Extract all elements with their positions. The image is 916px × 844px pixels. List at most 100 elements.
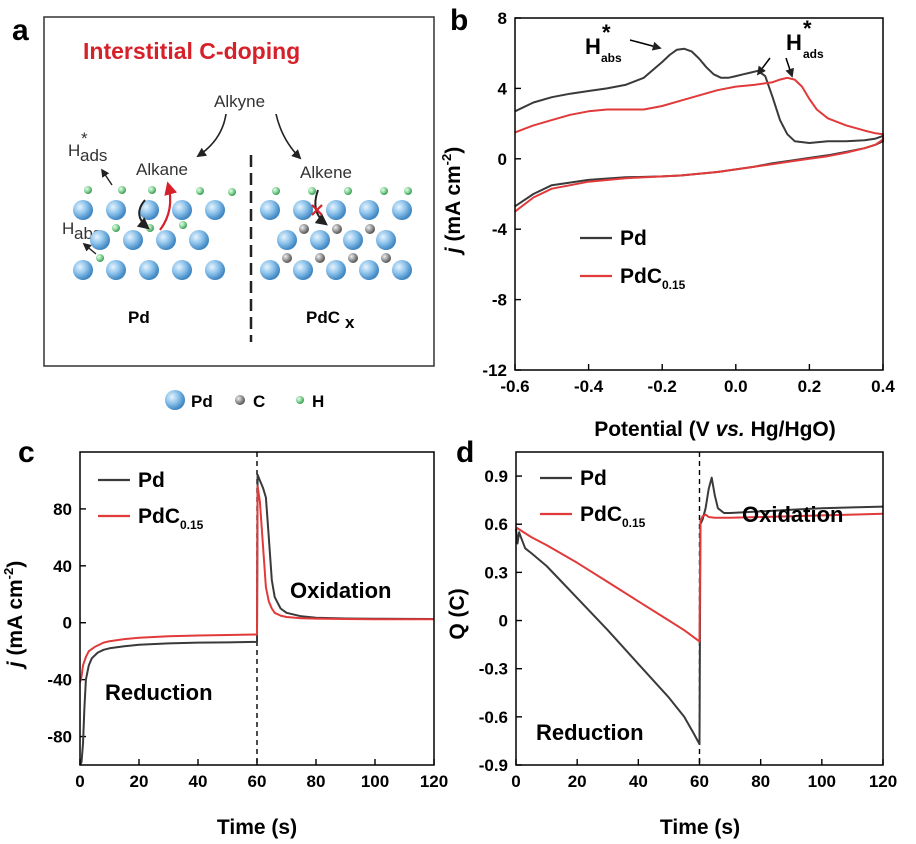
y-tick-label: 4: [498, 79, 508, 98]
h-ads-sub: ads: [80, 146, 107, 165]
x-tick-label: -0.6: [500, 377, 529, 396]
pd-atom-icon: [165, 390, 185, 410]
x-tick-label: 40: [629, 772, 648, 791]
h-atom-icon: [296, 396, 304, 404]
chart-panel-b: b -0.6 -0.4 -0.2 0.0 0.2 0.4 -12 -8 -4 0 4 8 Potent…: [439, 4, 895, 441]
y-tick-label: -8: [492, 291, 507, 310]
x-tick-label: 60: [690, 772, 709, 791]
y-tick-label: -40: [47, 671, 72, 690]
x-tick-label: -0.4: [574, 377, 604, 396]
h-atom-icon: [118, 186, 126, 194]
pd-atom-icon: [343, 230, 363, 250]
h-atom-icon: [148, 186, 156, 194]
annotation-h-abs: H * abs: [585, 20, 662, 65]
chart-c-series: [79, 473, 435, 766]
h-atom-icon: [196, 187, 204, 195]
pd-atom-icon: [123, 230, 143, 250]
legend-label-pd: Pd: [580, 467, 607, 490]
series-line-pd: [79, 473, 435, 766]
chart-b-ticks: -0.6 -0.4 -0.2 0.0 0.2 0.4 -12 -8 -4 0 4 8: [482, 9, 895, 396]
c-atom-icon: [348, 253, 358, 263]
h-ads-label: H * ads: [68, 129, 107, 165]
x-tick-label: 60: [248, 772, 267, 791]
h-abs-h: H: [585, 34, 601, 59]
legend-label-pd: Pd: [138, 469, 165, 492]
h-supply-arrow: [159, 181, 178, 231]
panel-a-letter: a: [12, 14, 29, 47]
pdcx-lattice-right: [260, 187, 412, 280]
h-abs-star: *: [602, 20, 611, 45]
chart-c-frame: [79, 451, 435, 766]
legend-label-pdc: PdC0.15: [138, 505, 204, 532]
y-tick-label: 0.6: [484, 515, 508, 534]
h-ads-star: *: [81, 129, 88, 148]
y-tick-label: 0: [499, 612, 508, 631]
chart-panel-c: c 0 20 40 60 80 100 120 -80 -40 0 40 80 Time (s) j …: [1, 436, 448, 839]
pd-atom-icon: [260, 260, 280, 280]
y-tick-label: -0.6: [479, 708, 508, 727]
x-tick-label: 0.4: [871, 377, 895, 396]
panel-d-letter: d: [456, 436, 474, 469]
chart-b-series: [514, 47, 884, 213]
pd-atom-icon: [376, 230, 396, 250]
chart-c-oxidation-label: Oxidation: [290, 578, 391, 603]
legend-label-pd: Pd: [620, 227, 647, 250]
pd-atom-icon: [392, 260, 412, 280]
blocked-cross-icon: [311, 204, 323, 216]
chart-b-frame: [514, 17, 884, 371]
h-atom-icon: [179, 221, 187, 229]
h-ads-h: H: [786, 30, 802, 55]
h-ads-arrow-2: [785, 57, 794, 78]
h-atom-icon: [96, 254, 104, 262]
x-tick-label: 80: [307, 772, 326, 791]
h-ads-h: H: [68, 141, 80, 160]
legend-h: H: [312, 392, 324, 411]
alkane-label: Alkane: [136, 160, 188, 179]
alkyne-label: Alkyne: [214, 92, 265, 111]
series-line-pdc: [79, 485, 434, 683]
h-ads-sub: ads: [803, 47, 824, 61]
pd-atom-icon: [293, 200, 313, 220]
y-tick-label: 0: [498, 150, 507, 169]
x-tick-label: 0.2: [798, 377, 822, 396]
pd-atom-icon: [73, 260, 93, 280]
pd-atom-icon: [260, 200, 280, 220]
x-tick-label: 0: [511, 772, 520, 791]
chart-b-legend: Pd PdC0.15: [580, 227, 686, 292]
pd-atom-icon: [139, 200, 159, 220]
chart-d-legend: Pd PdC0.15: [540, 467, 646, 530]
series-line-pdc: [515, 512, 884, 643]
x-tick-label: 40: [189, 772, 208, 791]
pd-atom-icon: [326, 260, 346, 280]
panel-b-letter: b: [450, 4, 468, 37]
h-ads-arrow-1: [756, 57, 771, 76]
pd-atom-icon: [106, 260, 126, 280]
c-atom-icon: [235, 395, 245, 405]
chart-panel-d: d 0 20 40 60 80 100 120-0.9-0.6-0.300.30.60.9 …: [446, 436, 897, 839]
alkyne-to-alkane-arrow: [196, 113, 227, 158]
h-atom-icon: [404, 187, 412, 195]
series-line-pdc: [514, 76, 884, 213]
x-tick-label: 100: [808, 772, 836, 791]
pd-lattice-left: [73, 181, 236, 280]
x-tick-label: 80: [751, 772, 770, 791]
panel-c-letter: c: [18, 436, 35, 469]
chart-d-frame: [515, 451, 884, 766]
pd-atom-icon: [310, 230, 330, 250]
y-tick-label: -0.3: [479, 660, 508, 679]
chart-d-series: [515, 476, 884, 746]
pd-atom-icon: [277, 230, 297, 250]
chart-b-xlabel: Potential (V vs. Hg/HgO): [594, 418, 836, 441]
chart-c-reduction-label: Reduction: [105, 680, 213, 705]
c-atom-icon: [332, 224, 342, 234]
panel-a: a Interstitial C-doping Alkyne Alkane Al…: [12, 14, 435, 411]
pd-atom-icon: [90, 230, 110, 250]
chart-c-xlabel: Time (s): [217, 816, 297, 839]
legend-pd: Pd: [191, 392, 213, 411]
y-tick-label: 8: [498, 9, 507, 28]
x-tick-label: 20: [130, 772, 149, 791]
pd-atom-icon: [73, 200, 93, 220]
chart-d-xlabel: Time (s): [660, 816, 740, 839]
h-ads-star: *: [803, 16, 812, 41]
c-atom-icon: [365, 224, 375, 234]
